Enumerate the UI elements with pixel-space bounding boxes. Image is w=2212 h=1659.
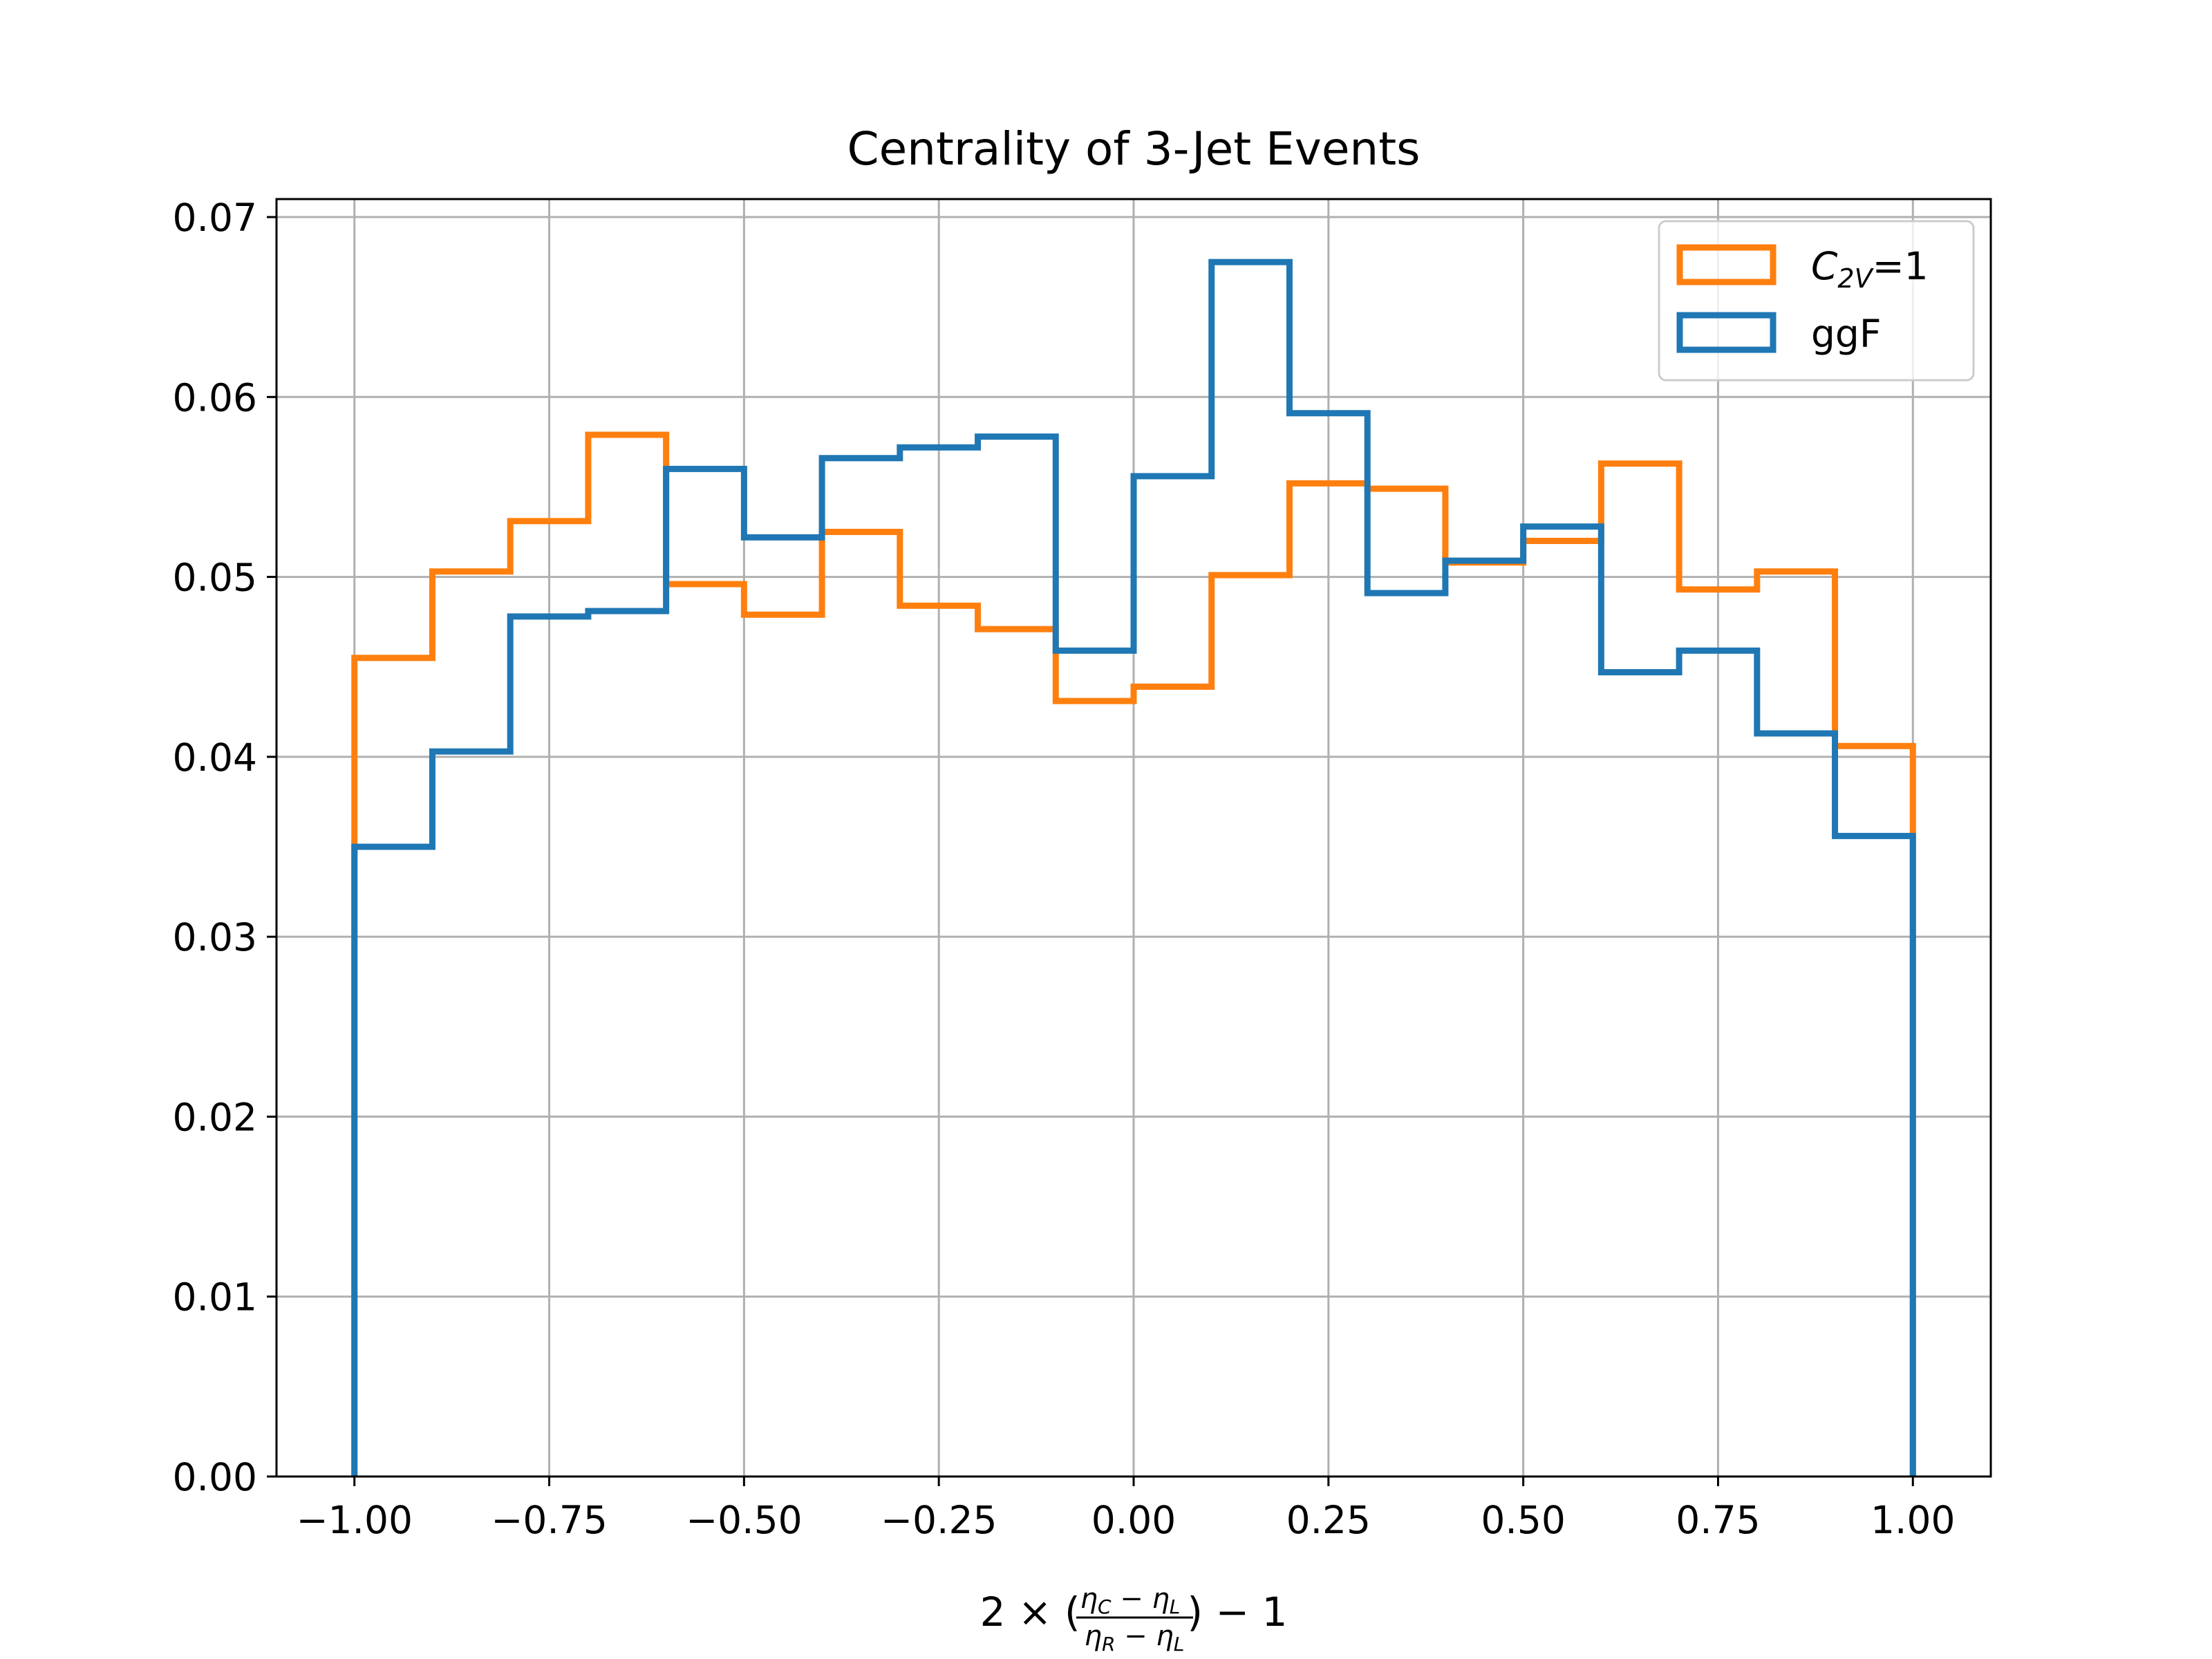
y-tick-label: 0.06	[173, 375, 257, 420]
y-tick-label: 0.00	[173, 1455, 257, 1499]
series-ggf-step	[351, 259, 1916, 1477]
x-tick-label: 0.50	[1481, 1498, 1565, 1542]
legend: C2V=1 ggF	[1658, 220, 1975, 382]
x-tick-label: 0.25	[1286, 1498, 1371, 1542]
y-tick-label: 0.02	[173, 1095, 257, 1139]
series-layer	[351, 259, 1916, 1477]
y-tick-label: 0.04	[173, 735, 257, 780]
x-tick-label: 0.00	[1091, 1498, 1176, 1542]
x-tick-label: 1.00	[1871, 1498, 1955, 1542]
y-tick-label: 0.03	[173, 915, 257, 959]
legend-label-c2v: C2V=1	[1811, 244, 1929, 294]
legend-swatch-c2v	[1676, 244, 1777, 285]
x-tick-label: 0.75	[1676, 1498, 1760, 1542]
x-tick-label: −0.25	[881, 1498, 997, 1542]
grid	[276, 199, 1991, 1478]
y-axis: 0.00 0.01 0.02 0.03 0.04 0.05 0.06 0.07	[173, 196, 276, 1499]
x-axis-label: 2 × (ηC − ηL) − 1	[980, 1583, 1288, 1635]
x-tick-label: −1.00	[296, 1498, 413, 1542]
legend-box	[1658, 220, 1975, 382]
legend-label-ggf: ggF	[1811, 312, 1881, 356]
chart-title: Centrality of 3-Jet Events	[847, 122, 1420, 176]
legend-swatch-ggf	[1676, 312, 1777, 353]
series-c2v-step	[351, 431, 1916, 1477]
y-tick-label: 0.05	[173, 556, 257, 600]
y-tick-label: 0.01	[173, 1275, 257, 1320]
x-tick-label: −0.50	[686, 1498, 803, 1542]
y-tick-label: 0.07	[173, 196, 257, 240]
x-tick-label: −0.75	[491, 1498, 608, 1542]
x-axis-label-denominator: ηR − ηL	[1085, 1620, 1185, 1656]
x-axis: −1.00 −0.75 −0.50 −0.25 0.00 0.25 0.50 0.75 1.00	[296, 1477, 1956, 1542]
